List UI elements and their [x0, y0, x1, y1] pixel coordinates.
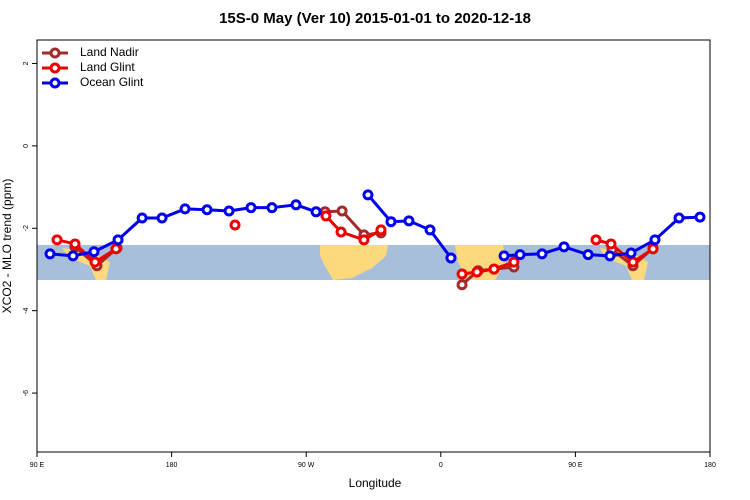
data-point: [673, 212, 685, 224]
data-point: [44, 248, 56, 260]
data-point: [310, 206, 322, 218]
data-point: [445, 252, 457, 264]
data-point: [385, 216, 397, 228]
data-point: [336, 205, 348, 217]
data-point: [156, 212, 168, 224]
data-point: [229, 219, 241, 231]
y-tick-label: -2: [23, 225, 30, 231]
data-point: [456, 268, 468, 280]
data-point: [69, 238, 81, 250]
data-point: [88, 246, 100, 258]
data-point: [590, 234, 602, 246]
data-point: [488, 263, 500, 275]
legend-label: Land Nadir: [80, 45, 139, 59]
data-point: [136, 212, 148, 224]
data-point: [471, 266, 483, 278]
legend-marker: [49, 47, 61, 59]
data-point: [403, 215, 415, 227]
map-band: [37, 245, 710, 280]
chart-title: 15S-0 May (Ver 10) 2015-01-01 to 2020-12…: [219, 10, 531, 27]
data-point: [179, 203, 191, 215]
data-point: [456, 279, 468, 291]
x-tick-label: 90 E: [30, 462, 45, 469]
data-point: [627, 256, 639, 268]
y-tick-label: 0: [23, 144, 30, 148]
x-tick-label: 90 E: [568, 462, 583, 469]
legend-label: Land Glint: [80, 60, 135, 74]
legend-marker: [49, 62, 61, 74]
data-point: [649, 234, 661, 246]
data-point: [266, 202, 278, 214]
data-point: [290, 199, 302, 211]
data-point: [201, 204, 213, 216]
y-tick-label: -4: [23, 307, 30, 313]
data-point: [245, 202, 257, 214]
data-point: [625, 247, 637, 259]
data-point: [604, 250, 616, 262]
data-point: [51, 234, 63, 246]
data-point: [375, 224, 387, 236]
x-tick-label: 0: [439, 462, 443, 469]
legend-marker: [49, 77, 61, 89]
legend-label: Ocean Glint: [80, 75, 144, 89]
data-point: [110, 243, 122, 255]
data-point: [694, 211, 706, 223]
data-point: [582, 249, 594, 261]
data-point: [335, 226, 347, 238]
y-tick-label: 2: [23, 61, 30, 65]
data-point: [89, 256, 101, 268]
data-point: [514, 249, 526, 261]
data-point: [362, 189, 374, 201]
y-axis-label: XCO2 - MLO trend (ppm): [0, 179, 14, 314]
x-tick-label: 180: [166, 462, 178, 469]
x-tick-label: 90 W: [298, 462, 315, 469]
data-point: [320, 210, 332, 222]
land-shape: [320, 245, 388, 280]
data-point: [358, 234, 370, 246]
data-point: [647, 243, 659, 255]
plot-frame: [36, 39, 711, 453]
data-point: [558, 241, 570, 253]
data-point: [112, 234, 124, 246]
data-point: [536, 248, 548, 260]
data-point: [605, 238, 617, 250]
data-point: [67, 250, 79, 262]
data-point: [223, 205, 235, 217]
x-tick-label: 180: [704, 462, 716, 469]
data-point: [508, 256, 520, 268]
y-tick-label: -6: [23, 390, 30, 396]
data-point: [498, 250, 510, 262]
data-point: [424, 224, 436, 236]
x-axis-label: Longitude: [349, 476, 402, 490]
